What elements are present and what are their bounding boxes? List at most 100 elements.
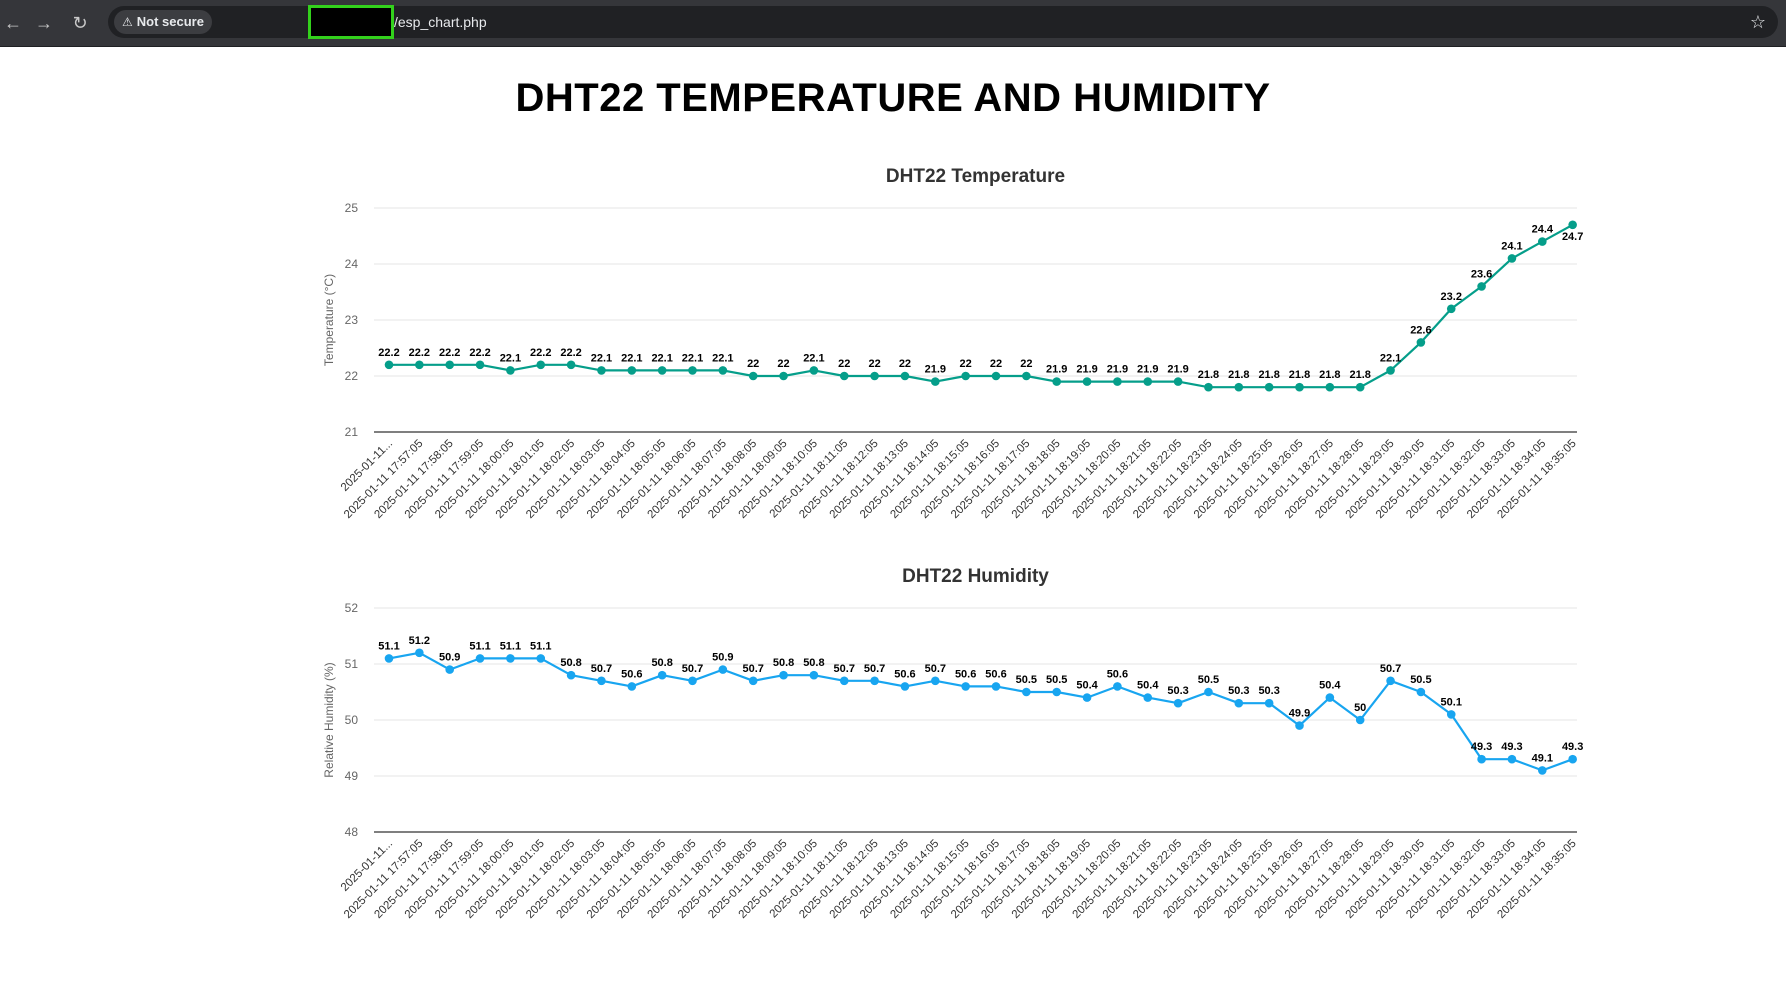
temperature-data-label: 22.1: [500, 352, 521, 364]
humidity-data-point[interactable]: [779, 670, 788, 680]
humidity-data-point[interactable]: [1538, 766, 1547, 775]
humidity-data-point[interactable]: [688, 676, 697, 686]
humidity-data-point[interactable]: [1295, 721, 1304, 730]
humidity-data-point[interactable]: [1022, 687, 1031, 697]
url-path[interactable]: /esp_chart.php: [394, 14, 487, 30]
temperature-data-point[interactable]: [1416, 338, 1426, 347]
humidity-data-label: 50.7: [742, 663, 763, 675]
temperature-data-point[interactable]: [506, 366, 515, 375]
temperature-data-point[interactable]: [961, 371, 970, 381]
temperature-data-point[interactable]: [445, 360, 455, 370]
back-arrow-icon[interactable]: ←: [4, 13, 22, 33]
temperature-data-point[interactable]: [991, 371, 1001, 381]
temperature-data-point[interactable]: [870, 371, 879, 381]
temperature-data-point[interactable]: [657, 366, 667, 375]
humidity-data-point[interactable]: [566, 670, 576, 680]
temperature-data-point[interactable]: [1264, 382, 1274, 392]
humidity-data-point[interactable]: [748, 676, 758, 686]
humidity-data-point[interactable]: [1113, 682, 1122, 691]
humidity-data-point[interactable]: [870, 676, 879, 686]
temperature-data-label: 22.2: [530, 347, 551, 359]
humidity-data-point[interactable]: [415, 648, 424, 658]
temperature-data-point[interactable]: [748, 371, 758, 381]
humidity-data-point[interactable]: [445, 665, 455, 674]
temperature-data-point[interactable]: [809, 366, 819, 375]
humidity-data-point[interactable]: [1173, 698, 1183, 708]
humidity-data-point[interactable]: [627, 682, 637, 691]
temperature-data-point[interactable]: [1568, 220, 1577, 230]
humidity-data-point[interactable]: [1386, 676, 1395, 686]
temperature-data-point[interactable]: [931, 377, 940, 386]
humidity-data-point[interactable]: [1325, 693, 1335, 702]
temperature-data-point[interactable]: [779, 371, 788, 381]
humidity-data-point[interactable]: [384, 654, 394, 663]
humidity-data-point[interactable]: [1052, 687, 1061, 697]
humidity-data-point[interactable]: [1204, 687, 1213, 697]
forward-arrow-icon[interactable]: →: [35, 13, 53, 33]
humidity-data-label: 51.1: [378, 640, 399, 652]
humidity-data-point[interactable]: [657, 670, 667, 680]
humidity-data-point[interactable]: [1477, 754, 1486, 764]
temperature-data-point[interactable]: [1507, 254, 1517, 263]
temperature-data-point[interactable]: [1143, 377, 1153, 386]
temperature-data-point[interactable]: [1355, 382, 1365, 392]
humidity-data-label: 50.9: [712, 652, 733, 664]
humidity-data-point[interactable]: [506, 654, 515, 663]
temperature-data-point[interactable]: [627, 366, 637, 375]
humidity-data-point[interactable]: [475, 654, 485, 663]
humidity-data-point[interactable]: [809, 670, 819, 680]
temperature-data-point[interactable]: [718, 366, 728, 375]
temperature-data-point[interactable]: [1386, 366, 1395, 375]
humidity-data-point[interactable]: [1568, 754, 1577, 764]
temperature-data-point[interactable]: [1538, 237, 1547, 246]
humidity-data-point[interactable]: [1355, 715, 1365, 725]
temperature-data-point[interactable]: [1113, 377, 1122, 386]
humidity-data-point[interactable]: [961, 682, 970, 691]
temperature-data-label: 21.9: [925, 364, 946, 376]
temperature-data-point[interactable]: [1295, 382, 1304, 392]
temperature-data-point[interactable]: [475, 360, 485, 370]
temperature-data-point[interactable]: [1446, 304, 1456, 314]
temperature-data-point[interactable]: [1022, 371, 1031, 381]
temperature-data-point[interactable]: [597, 366, 606, 375]
temperature-data-point[interactable]: [1082, 377, 1092, 386]
temperature-data-point[interactable]: [415, 360, 424, 370]
humidity-data-label: 51.1: [469, 640, 490, 652]
temperature-data-label: 22.1: [621, 352, 642, 364]
humidity-data-label: 51.2: [409, 635, 430, 647]
humidity-data-point[interactable]: [1416, 687, 1426, 697]
humidity-data-point[interactable]: [536, 654, 546, 663]
temperature-data-point[interactable]: [1234, 382, 1244, 392]
temperature-data-point[interactable]: [688, 366, 697, 375]
temperature-data-point[interactable]: [839, 371, 849, 381]
temperature-data-point[interactable]: [536, 360, 546, 370]
humidity-data-point[interactable]: [1507, 754, 1517, 764]
temperature-data-point[interactable]: [384, 360, 394, 370]
temperature-data-label: 24.1: [1501, 240, 1522, 252]
temperature-data-point[interactable]: [566, 360, 576, 370]
humidity-data-point[interactable]: [839, 676, 849, 686]
temperature-data-point[interactable]: [1204, 382, 1213, 392]
humidity-data-point[interactable]: [1143, 693, 1153, 702]
temperature-chart: DHT22 Temperature 21 22 23 24 25 Temperature (…: [322, 166, 1583, 521]
address-bar[interactable]: ⚠ Not secure /esp_chart.php ☆: [108, 5, 1778, 39]
humidity-data-point[interactable]: [931, 676, 940, 686]
temperature-data-point[interactable]: [1325, 382, 1335, 392]
humidity-data-point[interactable]: [1446, 710, 1456, 719]
security-indicator[interactable]: ⚠ Not secure: [114, 10, 212, 34]
temperature-data-label: 22: [960, 358, 972, 370]
humidity-data-point[interactable]: [1082, 693, 1092, 702]
humidity-series-line: [388, 651, 1574, 772]
temperature-data-point[interactable]: [900, 371, 910, 381]
humidity-data-point[interactable]: [991, 682, 1001, 691]
humidity-data-point[interactable]: [597, 676, 606, 686]
humidity-data-point[interactable]: [1264, 698, 1274, 708]
temperature-data-point[interactable]: [1052, 377, 1061, 386]
reload-icon[interactable]: ↻: [72, 13, 88, 33]
temperature-data-point[interactable]: [1477, 282, 1486, 291]
humidity-data-point[interactable]: [900, 682, 910, 691]
bookmark-star-icon[interactable]: ☆: [1749, 12, 1766, 32]
humidity-data-point[interactable]: [718, 665, 728, 674]
temperature-data-point[interactable]: [1173, 377, 1183, 386]
humidity-data-point[interactable]: [1234, 698, 1244, 708]
